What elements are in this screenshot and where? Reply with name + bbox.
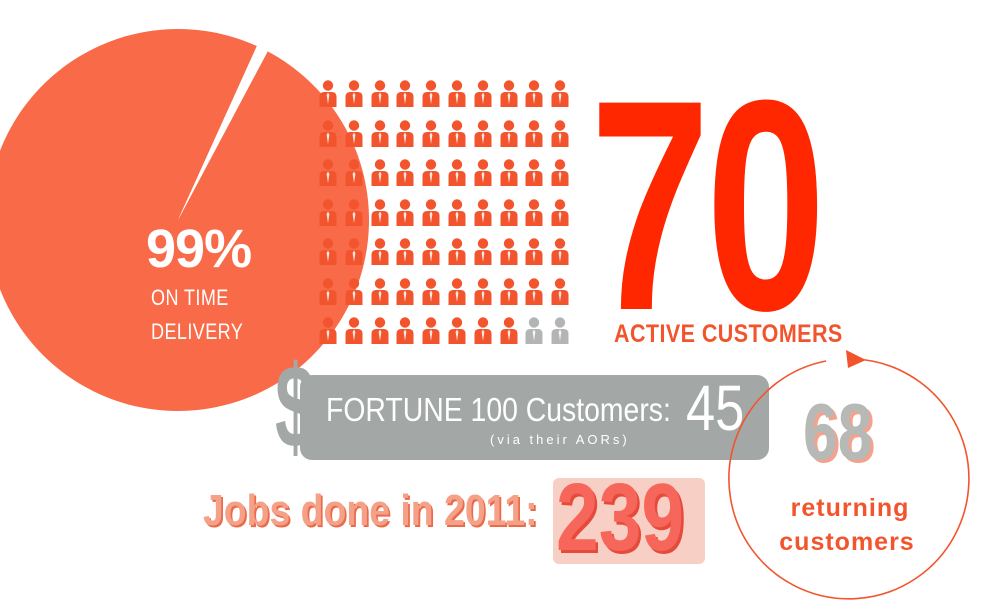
- person-icon: [345, 159, 363, 187]
- fortune-value: 45: [686, 372, 745, 444]
- person-icon: [319, 277, 337, 306]
- person-icon: [525, 317, 543, 345]
- person-icon: [345, 80, 363, 108]
- pie-caption-line-2: DELIVERY: [151, 319, 244, 344]
- dollar-symbol: $: [275, 341, 316, 473]
- person-icon: [396, 80, 414, 108]
- person-icon: [319, 119, 337, 148]
- jobs-value: 239: [556, 464, 685, 571]
- person-icon: [422, 277, 440, 306]
- pie-value-label: 99%: [146, 219, 252, 279]
- person-icon: [551, 198, 569, 227]
- person-icon: [474, 317, 492, 345]
- person-icon: [448, 238, 466, 266]
- person-icon: [474, 198, 492, 227]
- person-icon: [396, 119, 414, 148]
- person-icon: [525, 198, 543, 227]
- pie-caption-line-1: ON TIME: [151, 285, 229, 310]
- customer-pictograph: [319, 80, 577, 357]
- person-icon: [525, 80, 543, 108]
- jobs-label: Jobs done in 2011:: [203, 486, 538, 535]
- person-icon: [422, 119, 440, 148]
- person-icon: [371, 198, 389, 227]
- person-icon: [448, 277, 466, 306]
- person-icon: [371, 80, 389, 108]
- person-icon: [500, 119, 518, 148]
- person-icon: [500, 198, 518, 227]
- person-icon: [422, 80, 440, 108]
- person-icon: [371, 159, 389, 187]
- person-icon: [319, 238, 337, 266]
- person-icon: [448, 80, 466, 108]
- person-icon: [551, 238, 569, 266]
- person-icon: [371, 277, 389, 306]
- active-customers-label: ACTIVE CUSTOMERS: [614, 320, 843, 348]
- person-icon: [319, 317, 337, 345]
- person-icon: [474, 277, 492, 306]
- fortune-sub-label: (via their AORs): [490, 432, 630, 447]
- person-icon: [345, 198, 363, 227]
- returning-arrow-icon: [846, 350, 866, 368]
- person-icon: [345, 317, 363, 345]
- person-icon: [551, 277, 569, 306]
- person-icon: [551, 80, 569, 108]
- person-icon: [422, 159, 440, 187]
- person-icon: [474, 159, 492, 187]
- person-icon: [396, 238, 414, 266]
- returning-value: 68: [803, 387, 873, 476]
- person-icon: [345, 119, 363, 148]
- person-icon: [371, 238, 389, 266]
- fortune-label: FORTUNE 100 Customers:: [326, 391, 671, 428]
- person-icon: [345, 238, 363, 266]
- person-icon: [500, 159, 518, 187]
- person-icon: [319, 159, 337, 187]
- person-icon: [422, 238, 440, 266]
- person-icon: [396, 198, 414, 227]
- person-icon: [474, 80, 492, 108]
- pie-slice-late: [178, 46, 268, 221]
- returning-caption-line-2: customers: [779, 528, 915, 556]
- person-icon: [500, 317, 518, 345]
- person-icon: [448, 119, 466, 148]
- person-icon: [525, 119, 543, 148]
- person-icon: [474, 119, 492, 148]
- person-icon: [448, 198, 466, 227]
- person-icon: [319, 80, 337, 108]
- person-icon: [500, 277, 518, 306]
- person-icon: [525, 238, 543, 266]
- person-icon: [422, 198, 440, 227]
- person-icon: [396, 159, 414, 187]
- person-icon: [396, 317, 414, 345]
- person-icon: [551, 317, 569, 345]
- jobs-value-box: [553, 478, 705, 564]
- person-icon: [525, 159, 543, 187]
- person-icon: [551, 159, 569, 187]
- person-icon: [500, 80, 518, 108]
- person-icon: [319, 198, 337, 227]
- person-icon: [474, 238, 492, 266]
- returning-caption-line-1: returning: [790, 494, 910, 522]
- person-icon: [371, 317, 389, 345]
- person-icon: [448, 317, 466, 345]
- fortune-bar: [300, 375, 769, 460]
- person-icon: [525, 277, 543, 306]
- person-icon: [448, 159, 466, 187]
- active-customers-value: 70: [590, 37, 826, 373]
- person-icon: [500, 238, 518, 266]
- person-icon: [371, 119, 389, 148]
- person-icon: [345, 277, 363, 306]
- person-icon: [396, 277, 414, 306]
- person-icon: [551, 119, 569, 148]
- person-icon: [422, 317, 440, 345]
